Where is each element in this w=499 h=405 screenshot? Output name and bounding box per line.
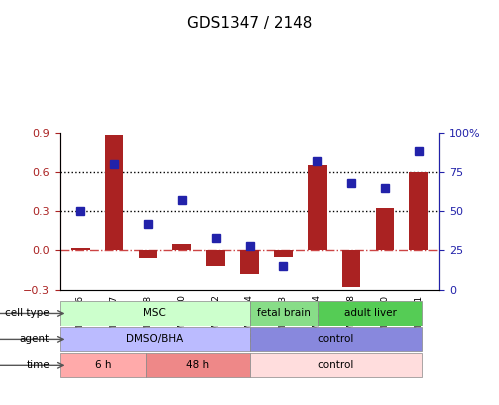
FancyBboxPatch shape [60, 327, 250, 352]
FancyBboxPatch shape [250, 353, 422, 377]
FancyBboxPatch shape [250, 327, 422, 352]
Text: time: time [26, 360, 50, 370]
Bar [173, 244, 191, 250]
Bar [206, 250, 225, 266]
Bar [71, 248, 89, 250]
Text: MSC: MSC [143, 309, 166, 318]
Text: adult liver: adult liver [344, 309, 397, 318]
Bar [308, 165, 326, 250]
Bar [376, 209, 394, 250]
FancyBboxPatch shape [60, 301, 250, 326]
Bar [274, 250, 293, 257]
Bar [342, 250, 360, 287]
Text: fetal brain: fetal brain [257, 309, 311, 318]
Bar [240, 250, 259, 274]
Bar [410, 172, 428, 250]
Text: cell type: cell type [5, 309, 50, 318]
Text: agent: agent [20, 335, 50, 344]
FancyBboxPatch shape [60, 353, 146, 377]
Text: 6 h: 6 h [95, 360, 111, 370]
Text: GDS1347 / 2148: GDS1347 / 2148 [187, 16, 312, 31]
Text: control: control [317, 335, 354, 344]
Text: control: control [317, 360, 354, 370]
Bar [139, 250, 157, 258]
Text: DMSO/BHA: DMSO/BHA [126, 335, 183, 344]
FancyBboxPatch shape [146, 353, 250, 377]
FancyBboxPatch shape [250, 301, 318, 326]
FancyBboxPatch shape [318, 301, 422, 326]
Bar [105, 135, 123, 250]
Text: 48 h: 48 h [186, 360, 210, 370]
